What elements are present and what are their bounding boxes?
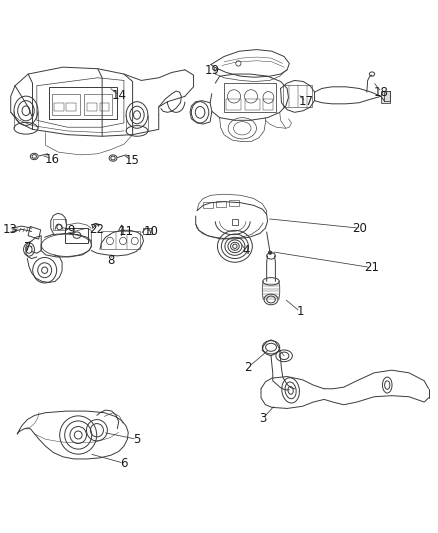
Text: 9: 9 [67, 224, 74, 237]
Text: 22: 22 [89, 223, 104, 236]
Text: 16: 16 [45, 152, 60, 166]
Bar [203, 201, 213, 208]
Bar [101, 231, 140, 249]
Text: 1: 1 [297, 305, 304, 318]
Bar [226, 99, 241, 110]
Text: 10: 10 [144, 225, 158, 238]
Text: 3: 3 [259, 411, 267, 424]
Bar [87, 103, 97, 111]
Bar [52, 94, 80, 115]
Bar [283, 85, 312, 107]
Text: 13: 13 [3, 223, 17, 236]
Ellipse shape [268, 251, 272, 254]
Text: 2: 2 [244, 361, 252, 374]
Bar [49, 87, 117, 119]
Bar [53, 219, 66, 230]
Text: 14: 14 [111, 89, 126, 102]
Text: 4: 4 [242, 244, 250, 257]
Bar [67, 103, 76, 111]
Text: 11: 11 [119, 225, 134, 238]
Bar [224, 83, 276, 112]
Bar [263, 99, 273, 110]
Bar [65, 228, 88, 243]
Text: 19: 19 [205, 64, 219, 77]
Text: 15: 15 [124, 154, 139, 167]
Bar [54, 103, 64, 111]
Text: 6: 6 [120, 457, 127, 470]
Text: 18: 18 [374, 86, 389, 99]
Text: 5: 5 [133, 433, 141, 446]
Text: 7: 7 [25, 241, 32, 254]
Text: 8: 8 [107, 254, 114, 266]
Bar [28, 227, 41, 239]
Bar [232, 219, 238, 225]
Bar [245, 99, 260, 110]
Text: 20: 20 [353, 222, 367, 235]
Bar [99, 103, 109, 111]
Bar [216, 200, 226, 207]
Bar [84, 94, 112, 115]
Bar [381, 91, 390, 103]
Text: 21: 21 [364, 261, 378, 274]
Text: 17: 17 [298, 95, 313, 108]
Bar [143, 228, 152, 233]
Bar [229, 200, 239, 206]
